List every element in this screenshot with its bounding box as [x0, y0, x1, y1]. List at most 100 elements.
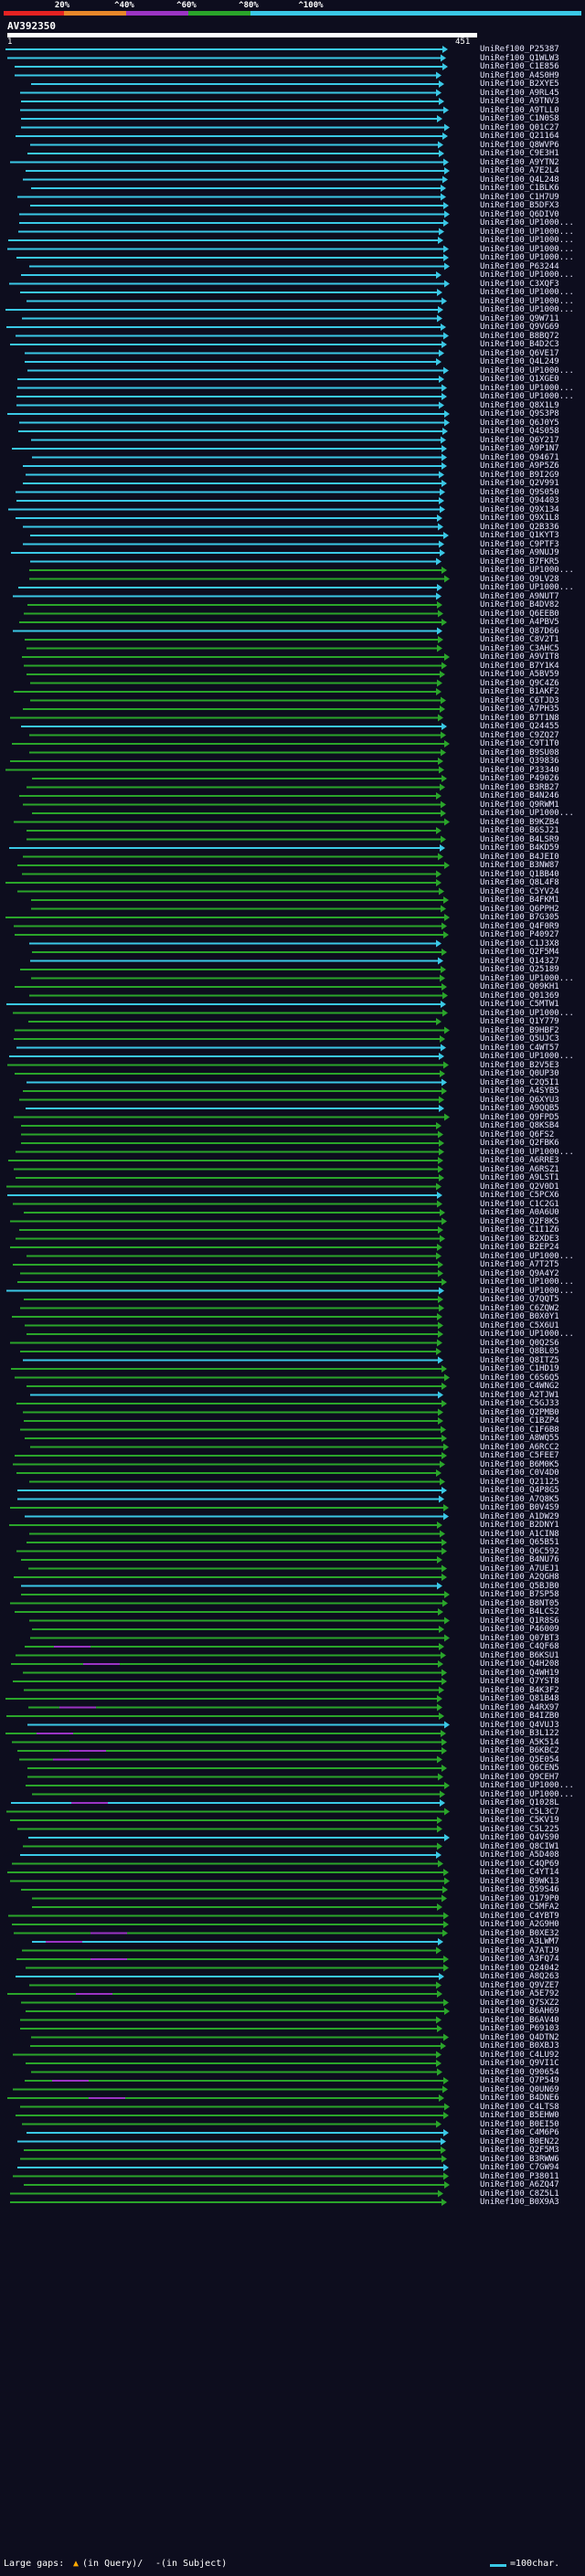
hit-label[interactable]: UniRef100_Q6Y217: [480, 435, 559, 445]
hit-label[interactable]: UniRef100_B4KD59: [480, 843, 559, 853]
hit-label[interactable]: UniRef100_B5DFX3: [480, 201, 559, 210]
hit-label[interactable]: UniRef100_Q4WH19: [480, 1668, 559, 1678]
hit-label[interactable]: UniRef100_P25387: [480, 45, 559, 54]
hit-label[interactable]: UniRef100_Q21164: [480, 132, 559, 141]
hit-label[interactable]: UniRef100_B2XYE5: [480, 80, 559, 89]
hit-label[interactable]: UniRef100_Q07BT3: [480, 1633, 559, 1643]
hit-label[interactable]: UniRef100_Q1KYT3: [480, 531, 559, 540]
hit-label[interactable]: UniRef100_B4K3F2: [480, 1685, 559, 1695]
hit-label[interactable]: UniRef100_C9T1T0: [480, 739, 559, 748]
hit-label[interactable]: UniRef100_P38011: [480, 2171, 559, 2181]
hit-label[interactable]: UniRef100_B6M0K5: [480, 1459, 559, 1469]
hit-label[interactable]: UniRef100_C4QF68: [480, 1642, 559, 1651]
hit-label[interactable]: UniRef100_A5D408: [480, 1850, 559, 1860]
hit-label[interactable]: UniRef100_B7Y1K4: [480, 661, 559, 671]
hit-label[interactable]: UniRef100_A5E792: [480, 1989, 559, 1998]
hit-label[interactable]: UniRef100_Q0UN69: [480, 2084, 559, 2094]
hit-label[interactable]: UniRef100_Q94671: [480, 452, 559, 462]
hit-label[interactable]: UniRef100_P40927: [480, 930, 559, 939]
hit-label[interactable]: UniRef100_A2G9H0: [480, 1920, 559, 1929]
hit-label[interactable]: UniRef100_B0XBJ3: [480, 2041, 559, 2051]
hit-label[interactable]: UniRef100_B6KSU1: [480, 1650, 559, 1660]
hit-label[interactable]: UniRef100_B4IZB0: [480, 1712, 559, 1721]
hit-label[interactable]: UniRef100_B9I2G9: [480, 470, 559, 480]
hit-label[interactable]: UniRef100_A9VIT8: [480, 652, 559, 662]
hit-label[interactable]: UniRef100_B2V5E3: [480, 1060, 559, 1070]
hit-label[interactable]: UniRef100_B6AV40: [480, 2015, 559, 2025]
hit-label[interactable]: UniRef100_Q9RWM1: [480, 800, 559, 810]
hit-label[interactable]: UniRef100_A8WQ55: [480, 1434, 559, 1443]
hit-label[interactable]: UniRef100_C5FEE7: [480, 1451, 559, 1460]
hit-label[interactable]: UniRef100_B6SJ21: [480, 826, 559, 835]
hit-label[interactable]: UniRef100_C1BZP4: [480, 1416, 559, 1426]
hit-label[interactable]: UniRef100_UP1000...: [480, 1277, 574, 1287]
hit-label[interactable]: UniRef100_B4D2C3: [480, 340, 559, 349]
hit-label[interactable]: UniRef100_UP1000...: [480, 366, 574, 376]
hit-label[interactable]: UniRef100_A6RSZ1: [480, 1164, 559, 1174]
hit-label[interactable]: UniRef100_A7T2T5: [480, 1260, 559, 1269]
hit-label[interactable]: UniRef100_Q9S3P8: [480, 409, 559, 419]
hit-label[interactable]: UniRef100_C4LTS8: [480, 2102, 559, 2112]
hit-label[interactable]: UniRef100_C1E856: [480, 62, 559, 71]
hit-label[interactable]: UniRef100_C4YT14: [480, 1868, 559, 1877]
hit-label[interactable]: UniRef100_Q5UJC3: [480, 1034, 559, 1044]
hit-label[interactable]: UniRef100_Q7QQT5: [480, 1295, 559, 1304]
hit-label[interactable]: UniRef100_Q4DTN2: [480, 2032, 559, 2042]
hit-label[interactable]: UniRef100_Q2PMB0: [480, 1407, 559, 1417]
hit-label[interactable]: UniRef100_C9PTF3: [480, 539, 559, 549]
hit-label[interactable]: UniRef100_C8Z5L1: [480, 2189, 559, 2199]
hit-label[interactable]: UniRef100_Q9LV28: [480, 574, 559, 584]
hit-label[interactable]: UniRef100_C9ZQ27: [480, 730, 559, 740]
hit-label[interactable]: UniRef100_B2EP24: [480, 1243, 559, 1252]
hit-label[interactable]: UniRef100_A9P1N7: [480, 444, 559, 453]
hit-label[interactable]: UniRef100_C3XQF3: [480, 279, 559, 289]
hit-label[interactable]: UniRef100_C4QP69: [480, 1859, 559, 1869]
hit-label[interactable]: UniRef100_UP1000...: [480, 296, 574, 306]
hit-label[interactable]: UniRef100_P49026: [480, 774, 559, 783]
hit-label[interactable]: UniRef100_Q01369: [480, 991, 559, 1001]
hit-label[interactable]: UniRef100_Q9S050: [480, 487, 559, 497]
hit-label[interactable]: UniRef100_A3LWM7: [480, 1937, 559, 1946]
hit-label[interactable]: UniRef100_UP1000...: [480, 244, 574, 254]
hit-label[interactable]: UniRef100_C5GJ33: [480, 1399, 559, 1408]
hit-label[interactable]: UniRef100_C8V2T1: [480, 635, 559, 644]
hit-label[interactable]: UniRef100_UP1000...: [480, 218, 574, 228]
hit-label[interactable]: UniRef100_UP1000...: [480, 270, 574, 280]
hit-label[interactable]: UniRef100_A7E2L4: [480, 166, 559, 175]
hit-label[interactable]: UniRef100_A1CIN8: [480, 1529, 559, 1539]
hit-label[interactable]: UniRef100_C6TJD3: [480, 695, 559, 705]
hit-label[interactable]: UniRef100_Q9CEH7: [480, 1772, 559, 1782]
hit-label[interactable]: UniRef100_A3FQ74: [480, 1955, 559, 1964]
hit-label[interactable]: UniRef100_A1DW29: [480, 1511, 559, 1521]
hit-label[interactable]: UniRef100_Q8ITZ5: [480, 1355, 559, 1365]
hit-label[interactable]: UniRef100_UP1000...: [480, 1789, 574, 1799]
hit-label[interactable]: UniRef100_B7T1N8: [480, 713, 559, 723]
hit-label[interactable]: UniRef100_C1BLK6: [480, 184, 559, 193]
hit-label[interactable]: UniRef100_A5K514: [480, 1737, 559, 1747]
hit-label[interactable]: UniRef100_Q8CIW1: [480, 1841, 559, 1851]
hit-label[interactable]: UniRef100_Q9VI1C: [480, 2059, 559, 2068]
hit-label[interactable]: UniRef100_B9HBF2: [480, 1025, 559, 1035]
hit-label[interactable]: UniRef100_B6KBC2: [480, 1746, 559, 1755]
hit-label[interactable]: UniRef100_B9WK13: [480, 1876, 559, 1886]
hit-label[interactable]: UniRef100_Q0UP30: [480, 1069, 559, 1078]
hit-label[interactable]: UniRef100_B4DV82: [480, 600, 559, 610]
hit-label[interactable]: UniRef100_B0V4S9: [480, 1503, 559, 1512]
hit-label[interactable]: UniRef100_Q9C4Z6: [480, 678, 559, 688]
hit-label[interactable]: UniRef100_Q7SXZ2: [480, 1998, 559, 2008]
hit-label[interactable]: UniRef100_C4WT57: [480, 1043, 559, 1053]
hit-label[interactable]: UniRef100_A9RL45: [480, 88, 559, 98]
hit-label[interactable]: UniRef100_C5PCX6: [480, 1191, 559, 1200]
hit-label[interactable]: UniRef100_B4NU76: [480, 1555, 559, 1564]
hit-label[interactable]: UniRef100_Q9VG69: [480, 323, 559, 332]
hit-label[interactable]: UniRef100_Q8WVP6: [480, 140, 559, 150]
hit-label[interactable]: UniRef100_A4RX97: [480, 1702, 559, 1712]
hit-label[interactable]: UniRef100_A9TNV3: [480, 97, 559, 106]
hit-label[interactable]: UniRef100_P33340: [480, 765, 559, 775]
hit-label[interactable]: UniRef100_P46009: [480, 1625, 559, 1634]
hit-label[interactable]: UniRef100_Q4L249: [480, 357, 559, 366]
hit-label[interactable]: UniRef100_B9KZB4: [480, 817, 559, 827]
hit-label[interactable]: UniRef100_Q8KSB4: [480, 1121, 559, 1130]
hit-label[interactable]: UniRef100_B4LSR9: [480, 834, 559, 844]
hit-label[interactable]: UniRef100_A0A6U0: [480, 1208, 559, 1217]
